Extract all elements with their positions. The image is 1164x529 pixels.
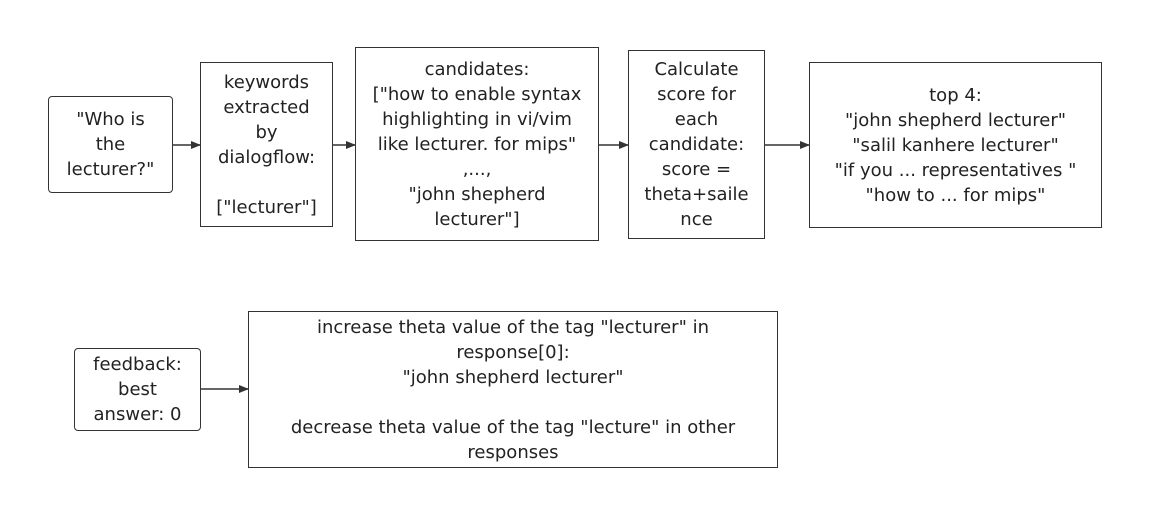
question-text-line: lecturer?" [66, 159, 155, 180]
update-text-line: decrease theta value of the tag "lecture… [290, 416, 736, 438]
candidates-text-line: like lecturer. for mips" [377, 133, 577, 155]
feedback-text-line: best [118, 379, 157, 400]
score-text-line: score for [657, 84, 736, 105]
theta-update-node: increase theta value of the tag "lecture… [248, 311, 778, 468]
feedback-text-line: answer: 0 [93, 404, 182, 425]
score-text-line: theta+saile [644, 184, 749, 205]
top4-text-line: "john shepherd lecturer" [844, 109, 1067, 131]
top4-text-line: top 4: [929, 84, 982, 106]
candidates-text-line: candidates: [424, 58, 530, 80]
question-text-line: the [95, 134, 126, 155]
feedback-node: feedback: best answer: 0 [74, 348, 201, 431]
feedback-text-line: feedback: [93, 354, 182, 375]
score-text-line: Calculate [654, 59, 739, 80]
keywords-text-line: dialogflow: [217, 146, 316, 168]
score-text-line: score = [661, 159, 732, 180]
top4-node: top 4: "john shepherd lecturer" "salil kan… [809, 62, 1102, 228]
candidates-text-line: ,..., [462, 158, 492, 180]
top4-text-line: "how to ... for mips" [865, 184, 1046, 206]
candidates-node: candidates: ["how to enable syntax highlig… [355, 47, 599, 241]
score-text-line: each [674, 109, 719, 130]
candidates-text-line: ["how to enable syntax [372, 83, 582, 105]
update-text-line: increase theta value of the tag "lecture… [316, 316, 709, 338]
score-text-line: nce [680, 209, 713, 230]
question-text-line: "Who is [76, 109, 145, 130]
candidates-text-line: highlighting in vi/vim [382, 108, 572, 130]
keywords-node: keywords extracted by dialogflow: ["lecturer… [200, 62, 333, 227]
update-text-line: responses [467, 441, 559, 463]
score-text-line: candidate: [648, 134, 745, 155]
keywords-text-line: extracted [223, 96, 310, 118]
question-node: "Who is the lecturer?" [48, 96, 173, 193]
update-text-line: response[0]: [456, 341, 570, 363]
keywords-text-line: by [255, 121, 278, 143]
keywords-text-line: keywords [223, 71, 310, 93]
top4-text-line: "salil kanhere lecturer" [852, 134, 1059, 156]
score-node: Calculate score for each candidate: score = t… [628, 50, 765, 239]
top4-text-line: "if you ... representatives " [834, 159, 1077, 181]
update-text-line: "john shepherd lecturer" [402, 366, 624, 388]
keywords-text-line: ["lecturer"] [216, 196, 317, 218]
candidates-text-line: "john shepherd [408, 183, 546, 205]
candidates-text-line: lecturer"] [434, 208, 520, 230]
